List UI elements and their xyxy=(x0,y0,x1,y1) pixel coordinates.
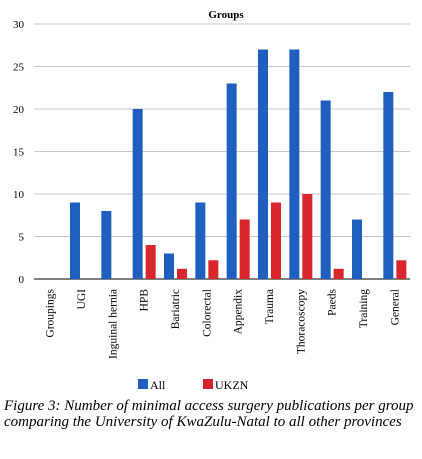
x-tick-label: Paeds xyxy=(327,288,339,315)
bar-chart: Groups 0 5 10 15 20 25 30 Groupings UGI Inguinal… xyxy=(13,9,410,392)
x-tick-label: Trauma xyxy=(264,289,276,324)
x-tick-label: Appendix xyxy=(233,289,245,335)
x-tick-label: Colorectal xyxy=(201,289,213,337)
bars xyxy=(70,49,407,279)
y-tick-label: 10 xyxy=(13,189,25,201)
bar-all-5 xyxy=(195,202,206,279)
bar-ukzn-6 xyxy=(239,219,250,279)
legend-label-all: All xyxy=(150,378,166,392)
bar-all-9 xyxy=(320,100,331,279)
bar-all-2 xyxy=(101,211,112,279)
x-tick-label: UGI xyxy=(76,289,88,310)
y-axis: 0 5 10 15 20 25 30 xyxy=(13,19,25,286)
bar-all-4 xyxy=(164,253,174,279)
chart-title: Groups xyxy=(208,9,244,21)
gridlines xyxy=(34,23,410,280)
legend-swatch-all xyxy=(138,379,148,389)
bar-ukzn-11 xyxy=(396,260,407,279)
legend-swatch-ukzn xyxy=(203,379,213,389)
legend-label-ukzn: UKZN xyxy=(215,378,249,392)
bar-ukzn-9 xyxy=(333,268,344,279)
bar-all-3 xyxy=(132,109,143,279)
x-axis: Groupings UGI Inguinal hernia HPB Bariatric C… xyxy=(45,288,402,358)
x-tick-label: General xyxy=(389,289,401,325)
y-tick-label: 0 xyxy=(19,274,25,286)
x-tick-label: Training xyxy=(358,289,370,328)
y-tick-label: 30 xyxy=(13,19,25,31)
y-tick-label: 5 xyxy=(19,232,25,244)
legend: All UKZN xyxy=(138,378,249,392)
bar-all-1 xyxy=(70,202,80,279)
bar-ukzn-7 xyxy=(271,202,281,279)
x-tick-label: Bariatric xyxy=(170,289,182,329)
y-tick-label: 25 xyxy=(13,62,25,74)
bar-ukzn-3 xyxy=(145,245,156,279)
x-tick-label: HPB xyxy=(139,289,151,312)
y-tick-label: 15 xyxy=(13,147,25,159)
bar-ukzn-5 xyxy=(208,260,219,279)
x-tick-label: Inguinal hernia xyxy=(107,289,119,359)
y-tick-label: 20 xyxy=(13,104,25,116)
bar-all-8 xyxy=(289,49,300,279)
bar-ukzn-4 xyxy=(177,268,187,279)
bar-all-6 xyxy=(226,83,237,279)
bar-all-11 xyxy=(383,92,394,279)
bar-all-10 xyxy=(352,219,362,279)
figure-caption: Figure 3: Number of minimal access surge… xyxy=(4,398,414,430)
x-tick-label: Thoracoscopy xyxy=(295,289,307,354)
x-tick-label: Groupings xyxy=(45,288,57,337)
bar-ukzn-8 xyxy=(302,194,313,279)
bar-all-7 xyxy=(258,49,268,279)
